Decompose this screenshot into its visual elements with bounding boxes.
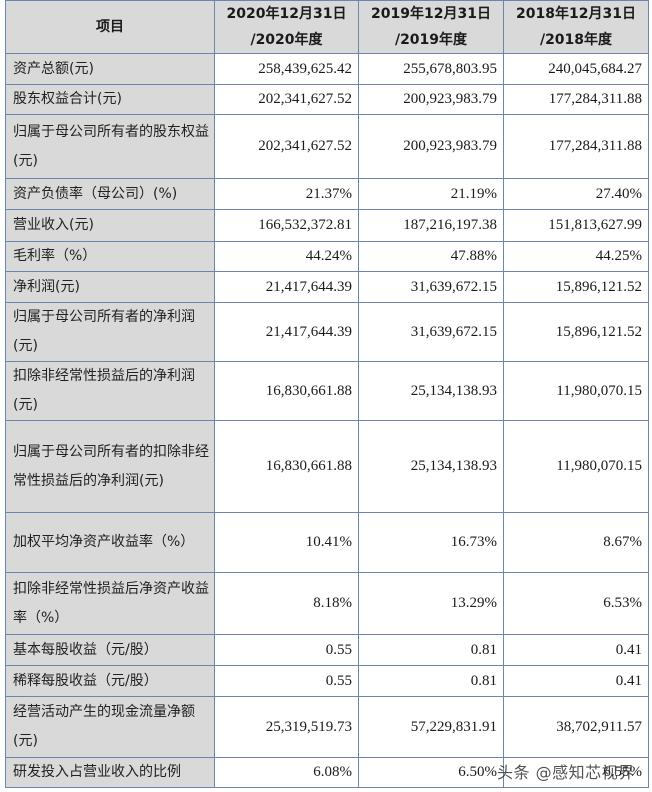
cell-2019: 6.50% bbox=[358, 757, 504, 788]
row-label: 营业收入(元) bbox=[5, 209, 215, 242]
cell-2020: 258,439,625.42 bbox=[214, 53, 359, 85]
cell-2018: 11,980,070.15 bbox=[503, 420, 649, 513]
header-2020: 2020年12月31日/2020年度 bbox=[214, 0, 359, 54]
cell-2019: 255,678,803.95 bbox=[358, 53, 504, 85]
cell-2020: 10.41% bbox=[214, 512, 359, 573]
table-row: 归属于母公司所有者的扣除非经常性损益后的净利润(元) 16,830,661.88 2… bbox=[5, 420, 649, 513]
row-label: 毛利率（%） bbox=[5, 241, 215, 272]
financial-summary-table: 项目 2020年12月31日/2020年度 2019年12月31日/2019年度… bbox=[5, 0, 649, 788]
header-2019: 2019年12月31日/2019年度 bbox=[358, 0, 504, 54]
cell-2019: 0.81 bbox=[358, 634, 504, 666]
table-row: 资产总额(元) 258,439,625.42 255,678,803.95 240,0… bbox=[5, 53, 649, 85]
cell-2018: 27.40% bbox=[503, 178, 649, 210]
table-row: 稀释每股收益（元/股） 0.55 0.81 0.41 bbox=[5, 665, 649, 697]
header-2018: 2018年12月31日/2018年度 bbox=[503, 0, 649, 54]
cell-2018: 0.41 bbox=[503, 634, 649, 666]
cell-2019: 31,639,672.15 bbox=[358, 302, 504, 362]
cell-2019: 0.81 bbox=[358, 665, 504, 697]
cell-2019: 25,134,138.93 bbox=[358, 420, 504, 513]
cell-2020: 0.55 bbox=[214, 634, 359, 666]
cell-2018: 0.41 bbox=[503, 665, 649, 697]
cell-2019: 13.29% bbox=[358, 572, 504, 635]
table-row: 经营活动产生的现金流量净额(元) 25,319,519.73 57,229,831.… bbox=[5, 696, 649, 758]
row-label: 归属于母公司所有者的净利润(元) bbox=[5, 302, 215, 362]
table-row: 基本每股收益（元/股） 0.55 0.81 0.41 bbox=[5, 634, 649, 666]
cell-2020: 16,830,661.88 bbox=[214, 361, 359, 421]
row-label: 稀释每股收益（元/股） bbox=[5, 665, 215, 697]
row-label: 资产总额(元) bbox=[5, 53, 215, 85]
cell-2020: 21.37% bbox=[214, 178, 359, 210]
cell-2019: 187,216,197.38 bbox=[358, 209, 504, 242]
watermark: 头条 @感知芯视界 bbox=[497, 763, 635, 782]
cell-2020: 0.55 bbox=[214, 665, 359, 697]
table-row: 归属于母公司所有者的股东权益(元) 202,341,627.52 200,923,9… bbox=[5, 114, 649, 179]
cell-2018: 177,284,311.88 bbox=[503, 84, 649, 115]
table-header-row: 项目 2020年12月31日/2020年度 2019年12月31日/2019年度… bbox=[5, 0, 649, 54]
cell-2018: 38,702,911.57 bbox=[503, 696, 649, 758]
row-label: 股东权益合计(元) bbox=[5, 84, 215, 115]
cell-2020: 202,341,627.52 bbox=[214, 84, 359, 115]
cell-2020: 6.08% bbox=[214, 757, 359, 788]
row-label: 扣除非经常性损益后的净利润(元) bbox=[5, 361, 215, 421]
cell-2018: 11,980,070.15 bbox=[503, 361, 649, 421]
cell-2018: 240,045,684.27 bbox=[503, 53, 649, 85]
cell-2019: 25,134,138.93 bbox=[358, 361, 504, 421]
cell-2018: 177,284,311.88 bbox=[503, 114, 649, 179]
cell-2020: 16,830,661.88 bbox=[214, 420, 359, 513]
table-row: 营业收入(元) 166,532,372.81 187,216,197.38 151,8… bbox=[5, 209, 649, 242]
table-row: 净利润(元) 21,417,644.39 31,639,672.15 15,896,1… bbox=[5, 271, 649, 303]
cell-2019: 47.88% bbox=[358, 241, 504, 272]
row-label: 净利润(元) bbox=[5, 271, 215, 303]
row-label: 归属于母公司所有者的扣除非经常性损益后的净利润(元) bbox=[5, 420, 215, 513]
cell-2019: 21.19% bbox=[358, 178, 504, 210]
cell-2020: 21,417,644.39 bbox=[214, 271, 359, 303]
cell-2018: 44.25% bbox=[503, 241, 649, 272]
cell-2018: 6.55% bbox=[503, 757, 649, 788]
row-label: 加权平均净资产收益率（%） bbox=[5, 512, 215, 573]
cell-2018: 15,896,121.52 bbox=[503, 271, 649, 303]
cell-2020: 166,532,372.81 bbox=[214, 209, 359, 242]
table-row: 资产负债率（母公司）(%) 21.37% 21.19% 27.40% bbox=[5, 178, 649, 210]
table-row: 扣除非经常性损益后净资产收益率（%） 8.18% 13.29% 6.53% bbox=[5, 572, 649, 635]
cell-2018: 6.53% bbox=[503, 572, 649, 635]
cell-2019: 200,923,983.79 bbox=[358, 114, 504, 179]
row-label: 扣除非经常性损益后净资产收益率（%） bbox=[5, 572, 215, 635]
cell-2020: 202,341,627.52 bbox=[214, 114, 359, 179]
cell-2018: 151,813,627.99 bbox=[503, 209, 649, 242]
cell-2019: 200,923,983.79 bbox=[358, 84, 504, 115]
table-row: 毛利率（%） 44.24% 47.88% 44.25% bbox=[5, 241, 649, 272]
table-row: 加权平均净资产收益率（%） 10.41% 16.73% 8.67% bbox=[5, 512, 649, 573]
cell-2020: 25,319,519.73 bbox=[214, 696, 359, 758]
cell-2018: 8.67% bbox=[503, 512, 649, 573]
table-row: 扣除非经常性损益后的净利润(元) 16,830,661.88 25,134,138.… bbox=[5, 361, 649, 421]
row-label: 资产负债率（母公司）(%) bbox=[5, 178, 215, 210]
row-label: 基本每股收益（元/股） bbox=[5, 634, 215, 666]
row-label: 研发投入占营业收入的比例 bbox=[5, 757, 215, 788]
row-label: 归属于母公司所有者的股东权益(元) bbox=[5, 114, 215, 179]
table-row: 研发投入占营业收入的比例 6.08% 6.50% 6.55% bbox=[5, 757, 649, 788]
cell-2020: 21,417,644.39 bbox=[214, 302, 359, 362]
cell-2020: 44.24% bbox=[214, 241, 359, 272]
header-item: 项目 bbox=[5, 0, 215, 54]
cell-2019: 16.73% bbox=[358, 512, 504, 573]
cell-2019: 31,639,672.15 bbox=[358, 271, 504, 303]
table-row: 股东权益合计(元) 202,341,627.52 200,923,983.79 177… bbox=[5, 84, 649, 115]
cell-2019: 57,229,831.91 bbox=[358, 696, 504, 758]
row-label: 经营活动产生的现金流量净额(元) bbox=[5, 696, 215, 758]
table-row: 归属于母公司所有者的净利润(元) 21,417,644.39 31,639,672.… bbox=[5, 302, 649, 362]
cell-2020: 8.18% bbox=[214, 572, 359, 635]
cell-2018: 15,896,121.52 bbox=[503, 302, 649, 362]
